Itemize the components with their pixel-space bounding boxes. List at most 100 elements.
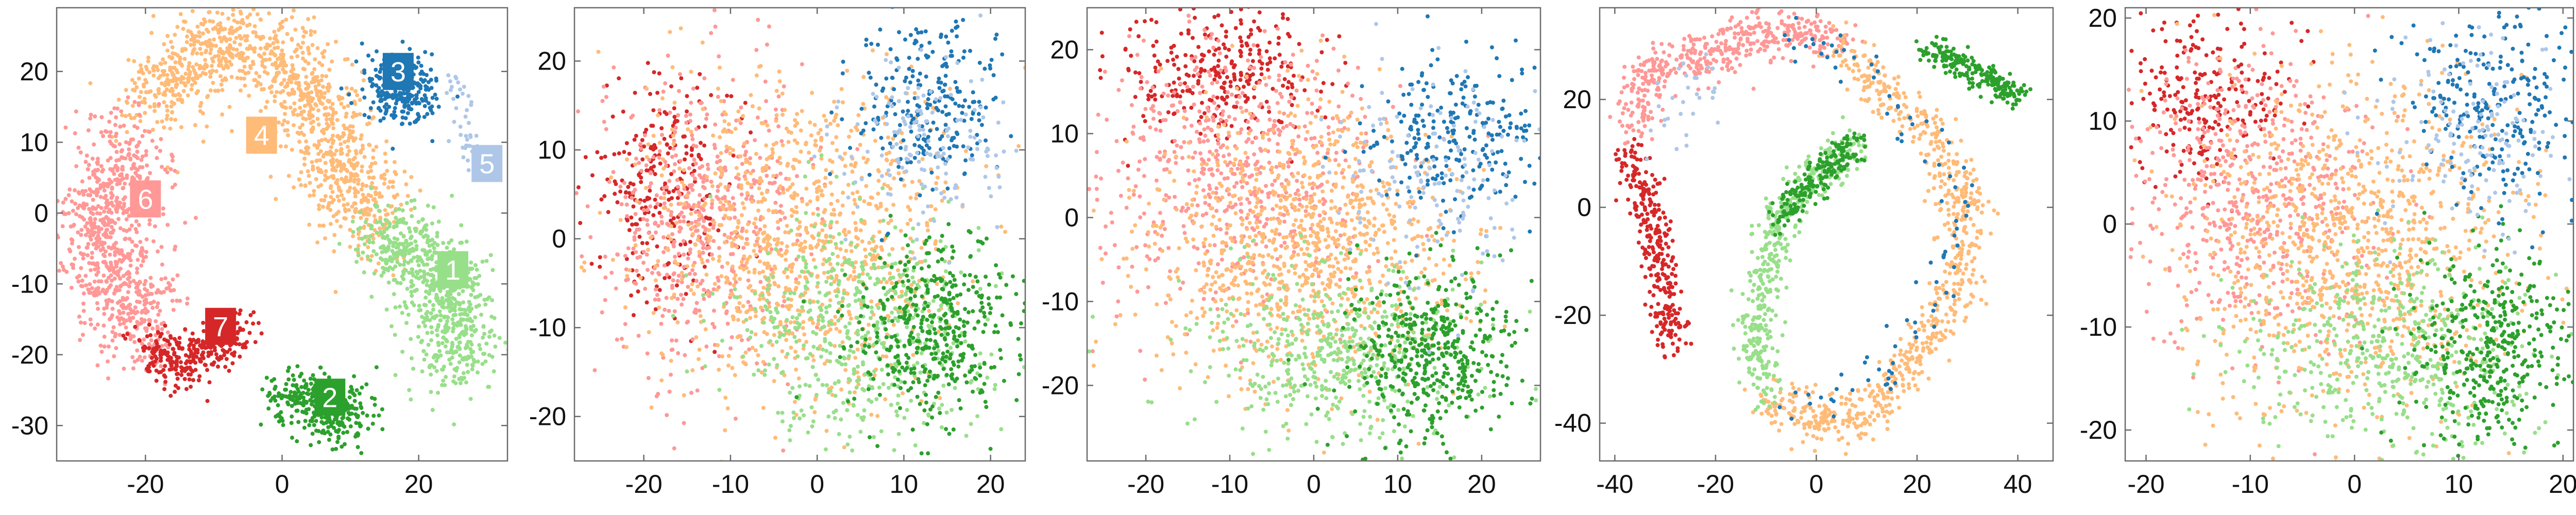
point-cluster-7 <box>648 188 652 193</box>
point-cluster-4 <box>818 128 823 132</box>
point-cluster-7 <box>663 181 667 186</box>
point-cluster-4 <box>376 261 381 266</box>
point-cluster-2 <box>306 392 311 397</box>
point-cluster-4 <box>273 99 277 104</box>
point-cluster-6 <box>89 237 93 242</box>
point-cluster-6 <box>96 204 100 209</box>
point-cluster-6 <box>170 158 175 163</box>
point-cluster-6 <box>130 355 135 359</box>
point-cluster-6 <box>111 270 116 274</box>
point-cluster-7 <box>133 324 138 329</box>
point-cluster-6 <box>105 182 109 186</box>
point-cluster-6 <box>80 278 84 283</box>
point-cluster-4 <box>350 124 355 129</box>
point-cluster-4 <box>234 36 239 40</box>
point-cluster-1 <box>484 259 489 263</box>
point-cluster-4 <box>311 114 315 118</box>
point-cluster-7 <box>174 360 179 365</box>
point-cluster-5 <box>448 79 452 83</box>
point-cluster-4 <box>199 100 204 105</box>
point-cluster-1 <box>487 353 492 357</box>
point-cluster-6 <box>113 332 118 336</box>
point-cluster-6 <box>624 267 629 272</box>
point-cluster-6 <box>111 325 116 330</box>
point-cluster-1 <box>418 229 423 234</box>
point-cluster-4 <box>275 90 279 94</box>
point-cluster-4 <box>331 157 335 162</box>
point-cluster-4 <box>874 245 879 249</box>
point-cluster-1 <box>378 245 383 250</box>
point-cluster-6 <box>124 282 128 286</box>
point-cluster-6 <box>98 186 103 191</box>
point-cluster-1 <box>407 226 411 231</box>
point-cluster-6 <box>669 348 674 352</box>
point-cluster-4 <box>381 226 386 231</box>
point-cluster-4 <box>926 228 930 233</box>
point-cluster-1 <box>473 295 478 300</box>
point-cluster-1 <box>464 357 469 362</box>
point-cluster-6 <box>127 284 131 288</box>
point-cluster-4 <box>836 123 840 128</box>
point-cluster-6 <box>93 230 97 235</box>
point-cluster-3 <box>425 73 429 77</box>
point-cluster-3 <box>393 89 398 94</box>
point-cluster-6 <box>89 222 94 227</box>
point-cluster-4 <box>739 183 743 187</box>
point-cluster-7 <box>649 166 653 170</box>
point-cluster-6 <box>109 211 114 215</box>
point-cluster-4 <box>120 113 124 117</box>
point-cluster-4 <box>789 269 794 274</box>
point-cluster-6 <box>134 219 139 224</box>
point-cluster-4 <box>170 45 175 49</box>
point-cluster-2 <box>358 401 363 406</box>
point-cluster-3 <box>362 71 367 75</box>
point-cluster-3 <box>339 86 344 91</box>
point-cluster-6 <box>698 193 702 197</box>
point-cluster-6 <box>638 142 643 146</box>
point-cluster-4 <box>391 211 395 215</box>
point-cluster-4 <box>220 88 225 92</box>
point-cluster-6 <box>684 205 688 210</box>
point-cluster-3 <box>400 99 405 104</box>
point-cluster-2 <box>288 397 293 401</box>
point-cluster-7 <box>631 182 636 187</box>
point-cluster-7 <box>244 320 249 324</box>
point-cluster-1 <box>490 268 495 272</box>
point-cluster-6 <box>170 185 175 190</box>
point-cluster-6 <box>668 110 672 115</box>
point-cluster-6 <box>101 323 106 328</box>
point-cluster-4 <box>748 316 753 320</box>
point-cluster-4 <box>296 43 300 47</box>
point-cluster-6 <box>88 317 93 322</box>
point-cluster-4 <box>833 321 837 326</box>
point-cluster-6 <box>733 417 738 421</box>
point-cluster-6 <box>166 281 171 285</box>
point-cluster-6 <box>747 347 751 352</box>
point-cluster-4 <box>173 32 177 37</box>
point-cluster-4 <box>141 82 146 87</box>
point-cluster-6 <box>764 99 768 104</box>
point-cluster-4 <box>302 67 307 72</box>
point-cluster-4 <box>163 60 167 65</box>
point-cluster-5 <box>451 97 456 101</box>
point-cluster-6 <box>132 177 137 181</box>
point-cluster-4 <box>229 25 234 30</box>
point-cluster-6 <box>623 195 628 199</box>
point-cluster-3 <box>349 101 353 106</box>
point-cluster-4 <box>312 143 317 147</box>
point-cluster-2 <box>366 426 370 431</box>
point-cluster-6 <box>126 277 130 281</box>
point-cluster-3 <box>419 70 424 74</box>
point-cluster-6 <box>112 354 116 358</box>
point-cluster-6 <box>110 167 115 171</box>
point-cluster-6 <box>80 252 84 256</box>
point-cluster-4 <box>263 105 268 110</box>
point-cluster-7 <box>639 180 643 184</box>
point-cluster-6 <box>105 280 109 284</box>
point-cluster-4 <box>360 198 364 203</box>
point-cluster-1 <box>391 256 396 261</box>
point-cluster-1 <box>447 357 452 362</box>
point-cluster-4 <box>834 135 839 140</box>
point-cluster-4 <box>311 125 315 130</box>
point-cluster-4 <box>273 94 277 98</box>
